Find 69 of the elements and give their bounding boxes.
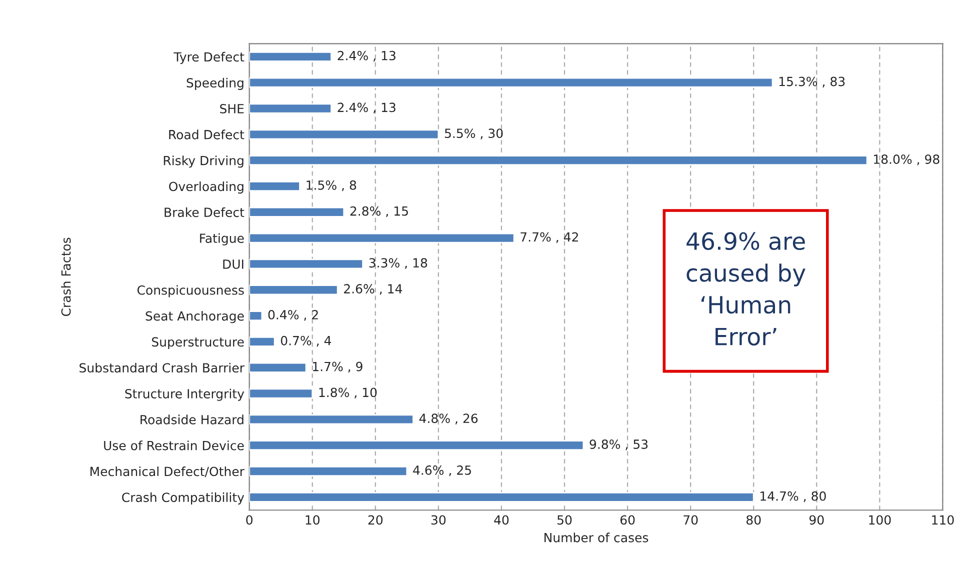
bar	[249, 336, 276, 347]
data-label: 2.8% , 15	[350, 206, 408, 218]
x-tick-label: 70	[684, 515, 698, 525]
x-tick-label: 30	[431, 515, 446, 525]
bar	[249, 258, 364, 270]
y-tick-label: Brake Defect	[164, 207, 244, 218]
data-label: 3.3% , 18	[369, 258, 428, 269]
y-axis-title: Crash Factos	[61, 238, 71, 316]
x-tick-label: 110	[932, 515, 954, 525]
x-tick-label: 10	[306, 515, 320, 525]
data-label: 18.0% , 98	[874, 154, 940, 166]
data-label: 2.6% , 14	[344, 284, 402, 295]
y-tick-label: Structure Intergrity	[125, 388, 244, 401]
bar	[249, 103, 332, 114]
bar	[249, 492, 754, 502]
bar	[249, 310, 263, 322]
bar	[249, 466, 408, 476]
bar	[249, 51, 332, 62]
data-label: 0.7% , 4	[280, 336, 332, 347]
data-label: 1.8% , 10	[319, 388, 377, 398]
x-tick-label: 40	[494, 515, 509, 525]
data-label: 4.8% , 26	[419, 414, 478, 424]
x-tick-label: 80	[746, 515, 761, 525]
bar	[249, 232, 515, 244]
bar	[249, 181, 300, 192]
data-label: 15.3% , 83	[779, 76, 845, 88]
data-label: 0.4% , 2	[268, 310, 318, 321]
y-tick-label: Road Defect	[169, 130, 244, 140]
y-tick-label: Fatigue	[200, 233, 244, 246]
x-tick-label: 100	[869, 515, 891, 525]
data-label: 2.4% , 13	[338, 50, 396, 62]
bar	[249, 155, 868, 166]
data-label: 2.4% , 13	[338, 102, 396, 114]
bar	[249, 414, 414, 425]
y-tick-label: Tyre Defect	[174, 52, 244, 64]
x-axis-title: Number of cases	[544, 532, 648, 542]
y-tick-label: Mechanical Defect/Other	[90, 466, 244, 478]
bar	[249, 362, 307, 373]
x-tick-label: 50	[558, 515, 572, 525]
data-label: 1.5% , 8	[306, 180, 356, 192]
y-tick-label: Crash Compatibility	[122, 492, 244, 505]
bar	[249, 206, 345, 218]
y-tick-label: SHE	[220, 104, 244, 114]
data-label: 14.7% , 80	[760, 491, 826, 502]
bar	[249, 388, 314, 399]
y-tick-label: Use of Restrain Device	[104, 440, 244, 450]
annotation: 46.9% are caused by ‘Human Error’	[686, 232, 806, 346]
y-tick-label: Overloading	[169, 181, 244, 194]
y-tick-label: Seat Anchorage	[146, 311, 244, 324]
data-label: 7.7% , 42	[520, 232, 578, 243]
data-label: 4.6% , 25	[413, 465, 471, 476]
y-tick-label: Conspicuousness	[137, 285, 244, 298]
y-tick-label: Roadside Hazard	[140, 414, 244, 424]
x-tick-label: 60	[620, 515, 635, 525]
bar	[249, 284, 338, 296]
y-tick-label: DUI	[223, 260, 244, 269]
x-tick-label: 0	[246, 515, 252, 525]
y-tick-label: Substandard Crash Barrier	[80, 362, 244, 373]
data-label: 9.8% , 53	[590, 440, 648, 450]
data-label: 5.5% , 30	[444, 128, 503, 140]
x-tick-label: 20	[368, 515, 383, 525]
bar	[249, 129, 440, 140]
x-tick-label: 90	[809, 515, 824, 525]
bar	[249, 440, 584, 451]
y-tick-label: Speeding	[186, 78, 244, 90]
y-tick-label: Superstructure	[152, 337, 244, 350]
bar	[249, 77, 774, 88]
data-label: 1.7% , 9	[313, 362, 362, 373]
y-tick-label: Risky Driving	[164, 156, 244, 168]
